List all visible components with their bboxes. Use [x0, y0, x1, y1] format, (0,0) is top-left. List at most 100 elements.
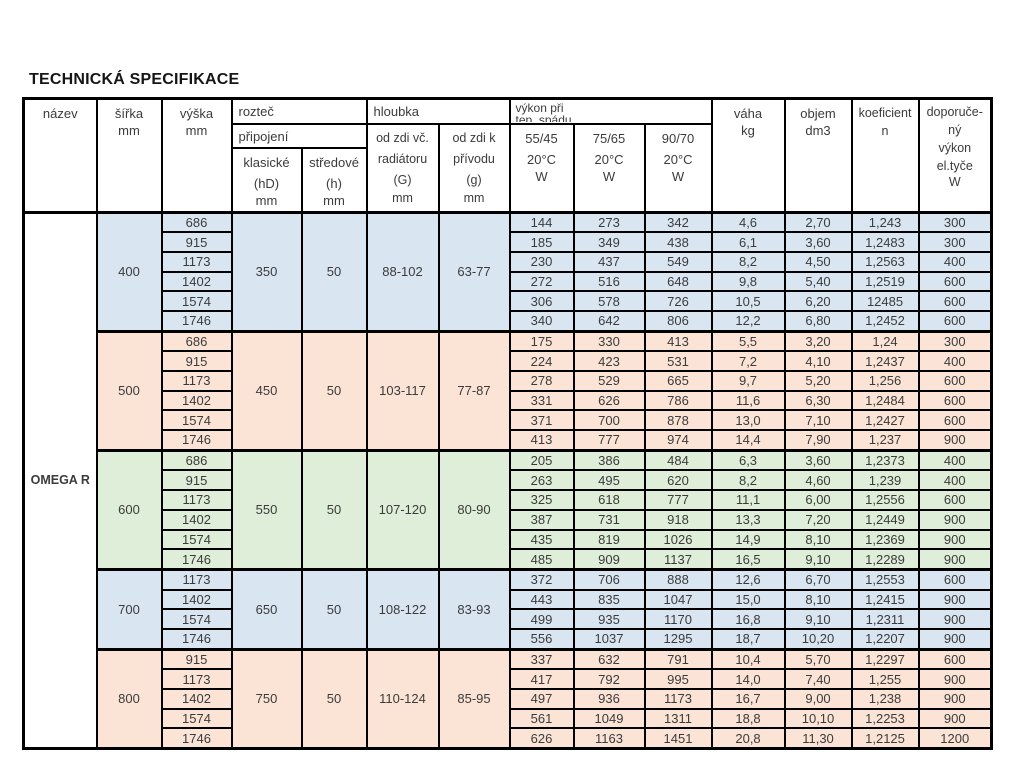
- output-55-45-cell: 205: [508, 448, 575, 472]
- coefficient-cell: 1,24: [850, 329, 920, 353]
- pitch-central-cell: 50: [300, 647, 368, 750]
- header-sirka-unit: mm: [118, 123, 140, 138]
- header-klasicke-unit: mm: [255, 192, 278, 208]
- weight-cell: 18,7: [710, 627, 786, 651]
- header-doporuceny-line4: el.tyče: [936, 159, 973, 173]
- coefficient-cell: 1,2253: [850, 707, 920, 730]
- coefficient-cell: 1,2484: [850, 389, 920, 412]
- header-t1-line2: 20°C: [526, 151, 557, 167]
- depth-supply-cell: 80-90: [437, 448, 511, 571]
- output-75-65-cell: 437: [572, 250, 646, 273]
- height-cell: 1173: [160, 250, 233, 273]
- height-cell: 1574: [160, 290, 233, 312]
- volume-cell: 7,90: [783, 429, 853, 452]
- volume-cell: 9,00: [783, 688, 853, 710]
- weight-cell: 16,7: [710, 688, 786, 710]
- output-55-45-cell: 337: [508, 647, 575, 671]
- pitch-central-cell: 50: [300, 210, 368, 333]
- coefficient-cell: 1,2449: [850, 508, 920, 531]
- header-sirka-label: šířka: [114, 106, 144, 121]
- header-objem-label: objem: [800, 106, 836, 121]
- header-t2-line2: 20°C: [594, 151, 624, 167]
- page-title: TECHNICKÁ SPECIFIKACE: [29, 71, 240, 88]
- output-75-65-cell: 777: [572, 429, 646, 452]
- output-55-45-cell: 340: [508, 309, 575, 333]
- table-row: 1402 272 516 648 9,8 5,40 1,2519 600: [24, 270, 993, 293]
- header-vyska-label: výška: [179, 106, 214, 121]
- output-55-45-cell: 185: [508, 231, 575, 253]
- spec-table: název šířka mm výška mm rozteč hloubka v…: [22, 97, 994, 751]
- header-vaha: váha kg: [710, 97, 786, 213]
- volume-cell: 7,20: [783, 508, 853, 531]
- header-objem-unit: dm3: [805, 123, 831, 138]
- coefficient-cell: 1,255: [850, 668, 920, 690]
- weight-cell: 9,7: [710, 370, 786, 392]
- coefficient-cell: 1,239: [850, 469, 920, 492]
- el-rod-cell: 900: [917, 707, 993, 730]
- weight-cell: 6,3: [710, 448, 786, 472]
- coefficient-cell: 1,256: [850, 370, 920, 392]
- volume-cell: 6,70: [783, 567, 853, 591]
- header-t3-unit: W: [671, 168, 685, 184]
- header-g2-line1: od zdi k: [452, 130, 496, 145]
- output-75-65-cell: 330: [572, 329, 646, 353]
- pitch-classic-cell: 350: [230, 210, 303, 333]
- output-75-65-cell: 349: [572, 231, 646, 253]
- output-75-65-cell: 578: [572, 290, 646, 312]
- output-55-45-cell: 325: [508, 489, 575, 511]
- table-row: 1746 413 777 974 14,4 7,90 1,237 900: [24, 429, 993, 452]
- output-90-70-cell: 413: [643, 329, 713, 353]
- output-90-70-cell: 342: [643, 210, 713, 234]
- header-klasicke-line2: (hD): [253, 175, 280, 191]
- output-90-70-cell: 791: [643, 647, 713, 671]
- table-row: 1574 561 1049 1311 18,8 10,10 1,2253 900: [24, 707, 993, 730]
- table-row: 1574 499 935 1170 16,8 9,10 1,2311 900: [24, 608, 993, 630]
- el-rod-cell: 900: [917, 688, 993, 710]
- height-cell: 1574: [160, 528, 233, 551]
- header-nazev: název: [22, 97, 98, 213]
- pitch-central-cell: 50: [300, 329, 368, 452]
- output-55-45-cell: 331: [508, 389, 575, 412]
- weight-cell: 8,2: [710, 469, 786, 492]
- header-pripojeni: připojení: [230, 122, 368, 149]
- header-t3-line2: 20°C: [663, 151, 693, 167]
- header-g2-line3: (g): [466, 172, 482, 187]
- weight-cell: 18,8: [710, 707, 786, 730]
- output-90-70-cell: 531: [643, 350, 713, 372]
- el-rod-cell: 600: [917, 370, 993, 392]
- output-90-70-cell: 438: [643, 231, 713, 253]
- table-row: 1173 417 792 995 14,0 7,40 1,255 900: [24, 668, 993, 690]
- volume-cell: 8,10: [783, 528, 853, 551]
- depth-radiator-cell: 88-102: [365, 210, 440, 333]
- depth-radiator-cell: 103-117: [365, 329, 440, 452]
- header-sirka: šířka mm: [95, 97, 163, 213]
- el-rod-cell: 900: [917, 627, 993, 651]
- table-row: 1746 485 909 1137 16,5 9,10 1,2289 900: [24, 548, 993, 571]
- output-90-70-cell: 620: [643, 469, 713, 492]
- output-75-65-cell: 731: [572, 508, 646, 531]
- table-header: název šířka mm výška mm rozteč hloubka v…: [22, 97, 993, 213]
- volume-cell: 6,30: [783, 389, 853, 412]
- output-90-70-cell: 1451: [643, 727, 713, 750]
- output-55-45-cell: 372: [508, 567, 575, 591]
- output-75-65-cell: 516: [572, 270, 646, 293]
- pitch-central-cell: 50: [300, 567, 368, 651]
- volume-cell: 10,20: [783, 627, 853, 651]
- header-doporuceny-line2: ný: [948, 123, 962, 137]
- output-90-70-cell: 995: [643, 668, 713, 690]
- el-rod-cell: 300: [917, 329, 993, 353]
- header-g-line2: radiátoru: [377, 151, 428, 166]
- el-rod-cell: 900: [917, 608, 993, 630]
- output-55-45-cell: 371: [508, 409, 575, 432]
- volume-cell: 7,10: [783, 409, 853, 432]
- output-55-45-cell: 263: [508, 469, 575, 492]
- pitch-central-cell: 50: [300, 448, 368, 571]
- output-55-45-cell: 499: [508, 608, 575, 630]
- header-doporuceny-unit: W: [948, 175, 961, 189]
- height-cell: 1746: [160, 727, 233, 750]
- el-rod-cell: 600: [917, 389, 993, 412]
- header-g-line1: od zdi vč.: [376, 130, 429, 145]
- weight-cell: 6,1: [710, 231, 786, 253]
- coefficient-cell: 1,2297: [850, 647, 920, 671]
- header-g2-unit: mm: [463, 190, 485, 205]
